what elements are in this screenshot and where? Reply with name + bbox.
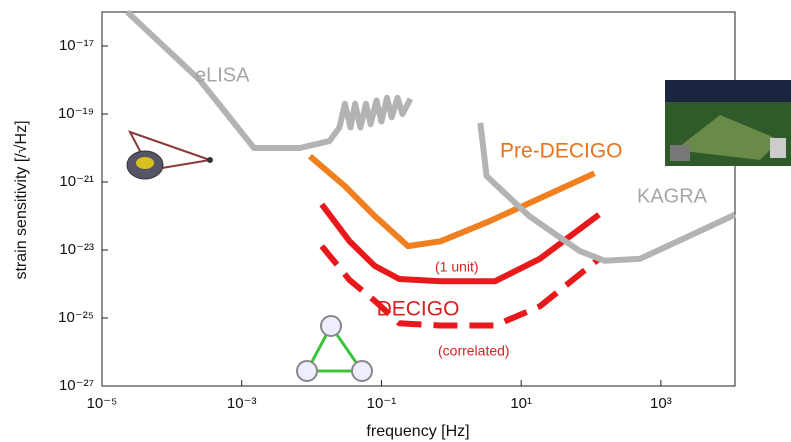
plot-frame	[101, 11, 736, 387]
x-tick-label: 10¹	[510, 395, 532, 412]
series-label: KAGRA	[637, 185, 708, 207]
series-label: eLISA	[195, 64, 250, 86]
annotation: DECIGO	[377, 298, 460, 321]
x-tick-label: 10⁻⁵	[87, 395, 118, 412]
series-line	[319, 244, 601, 329]
triangle-illustration	[296, 315, 373, 382]
x-tick-label: 10³	[650, 395, 672, 412]
y-tick-label: 10⁻¹⁷	[59, 37, 94, 54]
series-line	[308, 154, 596, 250]
y-tick-label: 10⁻²⁵	[58, 309, 94, 326]
x-tick-label: 10⁻³	[227, 395, 257, 412]
x-tick-label: 10⁻¹	[367, 395, 397, 412]
series-label: (1 unit)	[435, 259, 479, 275]
series-line	[319, 202, 601, 285]
x-axis-label: frequency [Hz]	[366, 423, 469, 440]
series-label: (correlated)	[438, 343, 510, 359]
y-axis-label: strain sensitivity [/√Hz]	[13, 120, 30, 279]
series-label: Pre-DECIGO	[500, 140, 623, 163]
y-tick-label: 10⁻²⁷	[59, 377, 94, 394]
kagra-photo	[665, 80, 791, 166]
y-tick-label: 10⁻¹⁹	[58, 105, 94, 122]
series-line	[125, 9, 414, 151]
satellite-illustration	[126, 130, 213, 180]
y-tick-label: 10⁻²¹	[59, 173, 94, 190]
y-tick-label: 10⁻²³	[59, 241, 94, 258]
series-line	[477, 122, 737, 264]
